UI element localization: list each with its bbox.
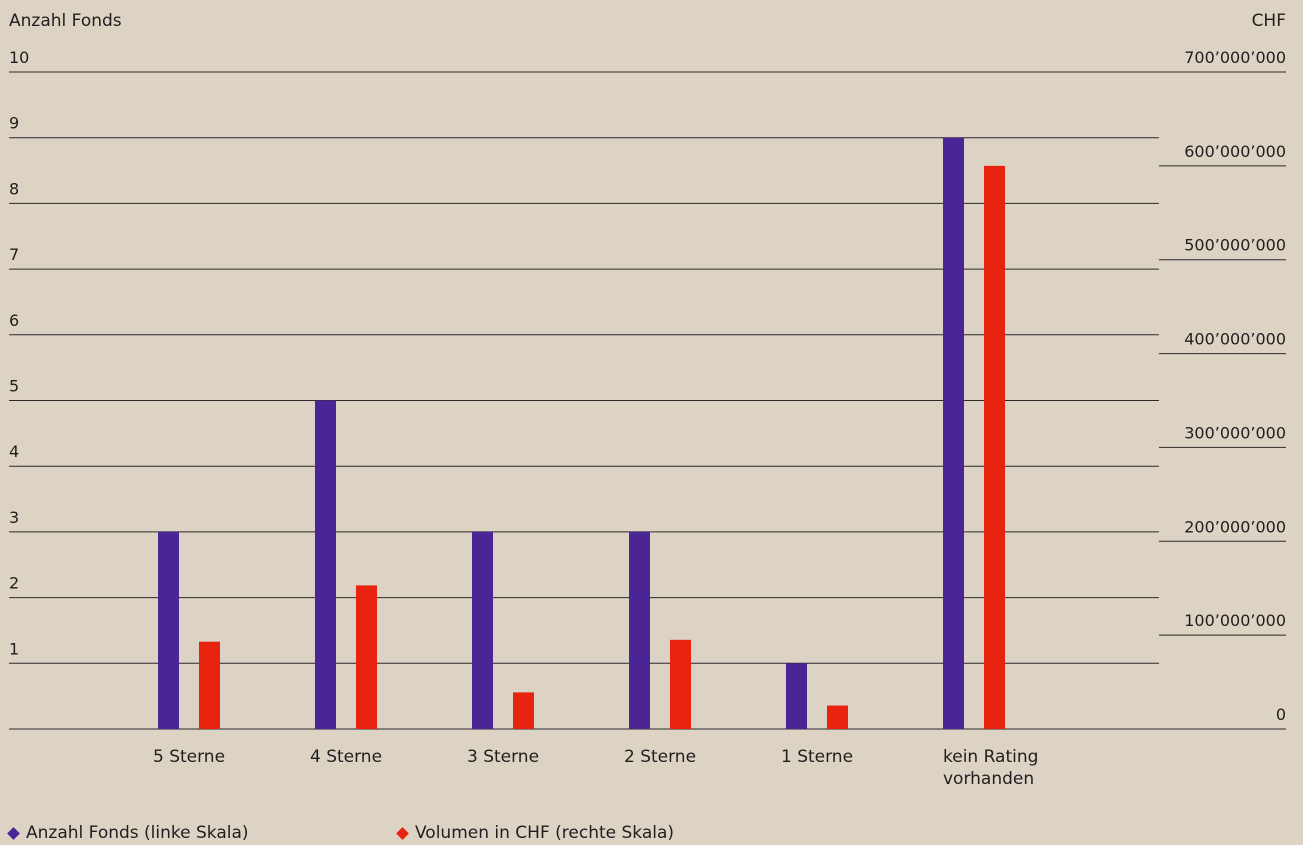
left-tick-label: 4 [9, 442, 19, 461]
left-tick-label: 8 [9, 179, 19, 198]
left-tick-label: 10 [9, 48, 29, 67]
x-tick-label: kein Rating [943, 747, 1038, 767]
left-tick-label: 6 [9, 311, 19, 330]
right-tick-label: 300’000’000 [1184, 423, 1286, 442]
legend-label-count: Anzahl Fonds (linke Skala) [26, 823, 249, 843]
left-tick-label: 3 [9, 508, 19, 527]
right-tick-label: 100’000’000 [1184, 611, 1286, 630]
bar-anzahl-fonds [786, 663, 807, 729]
right-tick-label: 600’000’000 [1184, 142, 1286, 161]
legend-item-volume: Volumen in CHF (rechte Skala) [396, 823, 675, 843]
x-tick-label: 1 Sterne [781, 747, 853, 767]
bar-volumen-chf [827, 705, 848, 729]
legend-swatch-purple [7, 826, 20, 840]
right-tick-label: 700’000’000 [1184, 48, 1286, 67]
x-tick-label: 5 Sterne [153, 747, 225, 767]
chart: Anzahl Fonds CHF 1 2 3 4 5 6 7 8 9 10 0 100’000’000… [9, 11, 1286, 789]
bar-volumen-chf [356, 585, 377, 729]
x-tick-label: vorhanden [943, 769, 1034, 789]
x-tick-label: 4 Sterne [310, 747, 382, 767]
left-tick-label: 1 [9, 639, 19, 658]
right-tick-label: 400’000’000 [1184, 330, 1286, 349]
x-tick-label: 2 Sterne [624, 747, 696, 767]
legend-item-count: Anzahl Fonds (linke Skala) [7, 823, 249, 843]
left-tick-label: 5 [9, 377, 19, 396]
legend-label-volume: Volumen in CHF (rechte Skala) [415, 823, 675, 843]
bar-anzahl-fonds [315, 400, 336, 729]
bar-anzahl-fonds [472, 531, 493, 729]
bar-anzahl-fonds [943, 137, 964, 729]
bars-layer [158, 137, 1005, 729]
labels-layer: 5 Sterne 4 Sterne 3 Sterne 2 Sterne 1 Sterne… [153, 747, 1038, 789]
bar-anzahl-fonds [158, 531, 179, 729]
left-tick-label: 7 [9, 245, 19, 264]
bar-volumen-chf [513, 692, 534, 729]
bar-volumen-chf [199, 641, 220, 729]
bar-volumen-chf [984, 165, 1005, 729]
right-tick-label: 0 [1276, 705, 1286, 724]
bar-volumen-chf [670, 639, 691, 729]
right-axis-label: CHF [1252, 11, 1286, 31]
left-axis-label: Anzahl Fonds [9, 11, 122, 31]
x-tick-label: 3 Sterne [467, 747, 539, 767]
left-tick-label: 2 [9, 574, 19, 593]
legend-swatch-red [396, 826, 409, 840]
right-tick-label: 500’000’000 [1184, 236, 1286, 255]
right-tick-label: 200’000’000 [1184, 517, 1286, 536]
grid-layer: 1 2 3 4 5 6 7 8 9 10 0 100’000’000 200’000’000 300’00… [9, 48, 1286, 730]
bar-anzahl-fonds [629, 531, 650, 729]
left-tick-label: 9 [9, 114, 19, 133]
